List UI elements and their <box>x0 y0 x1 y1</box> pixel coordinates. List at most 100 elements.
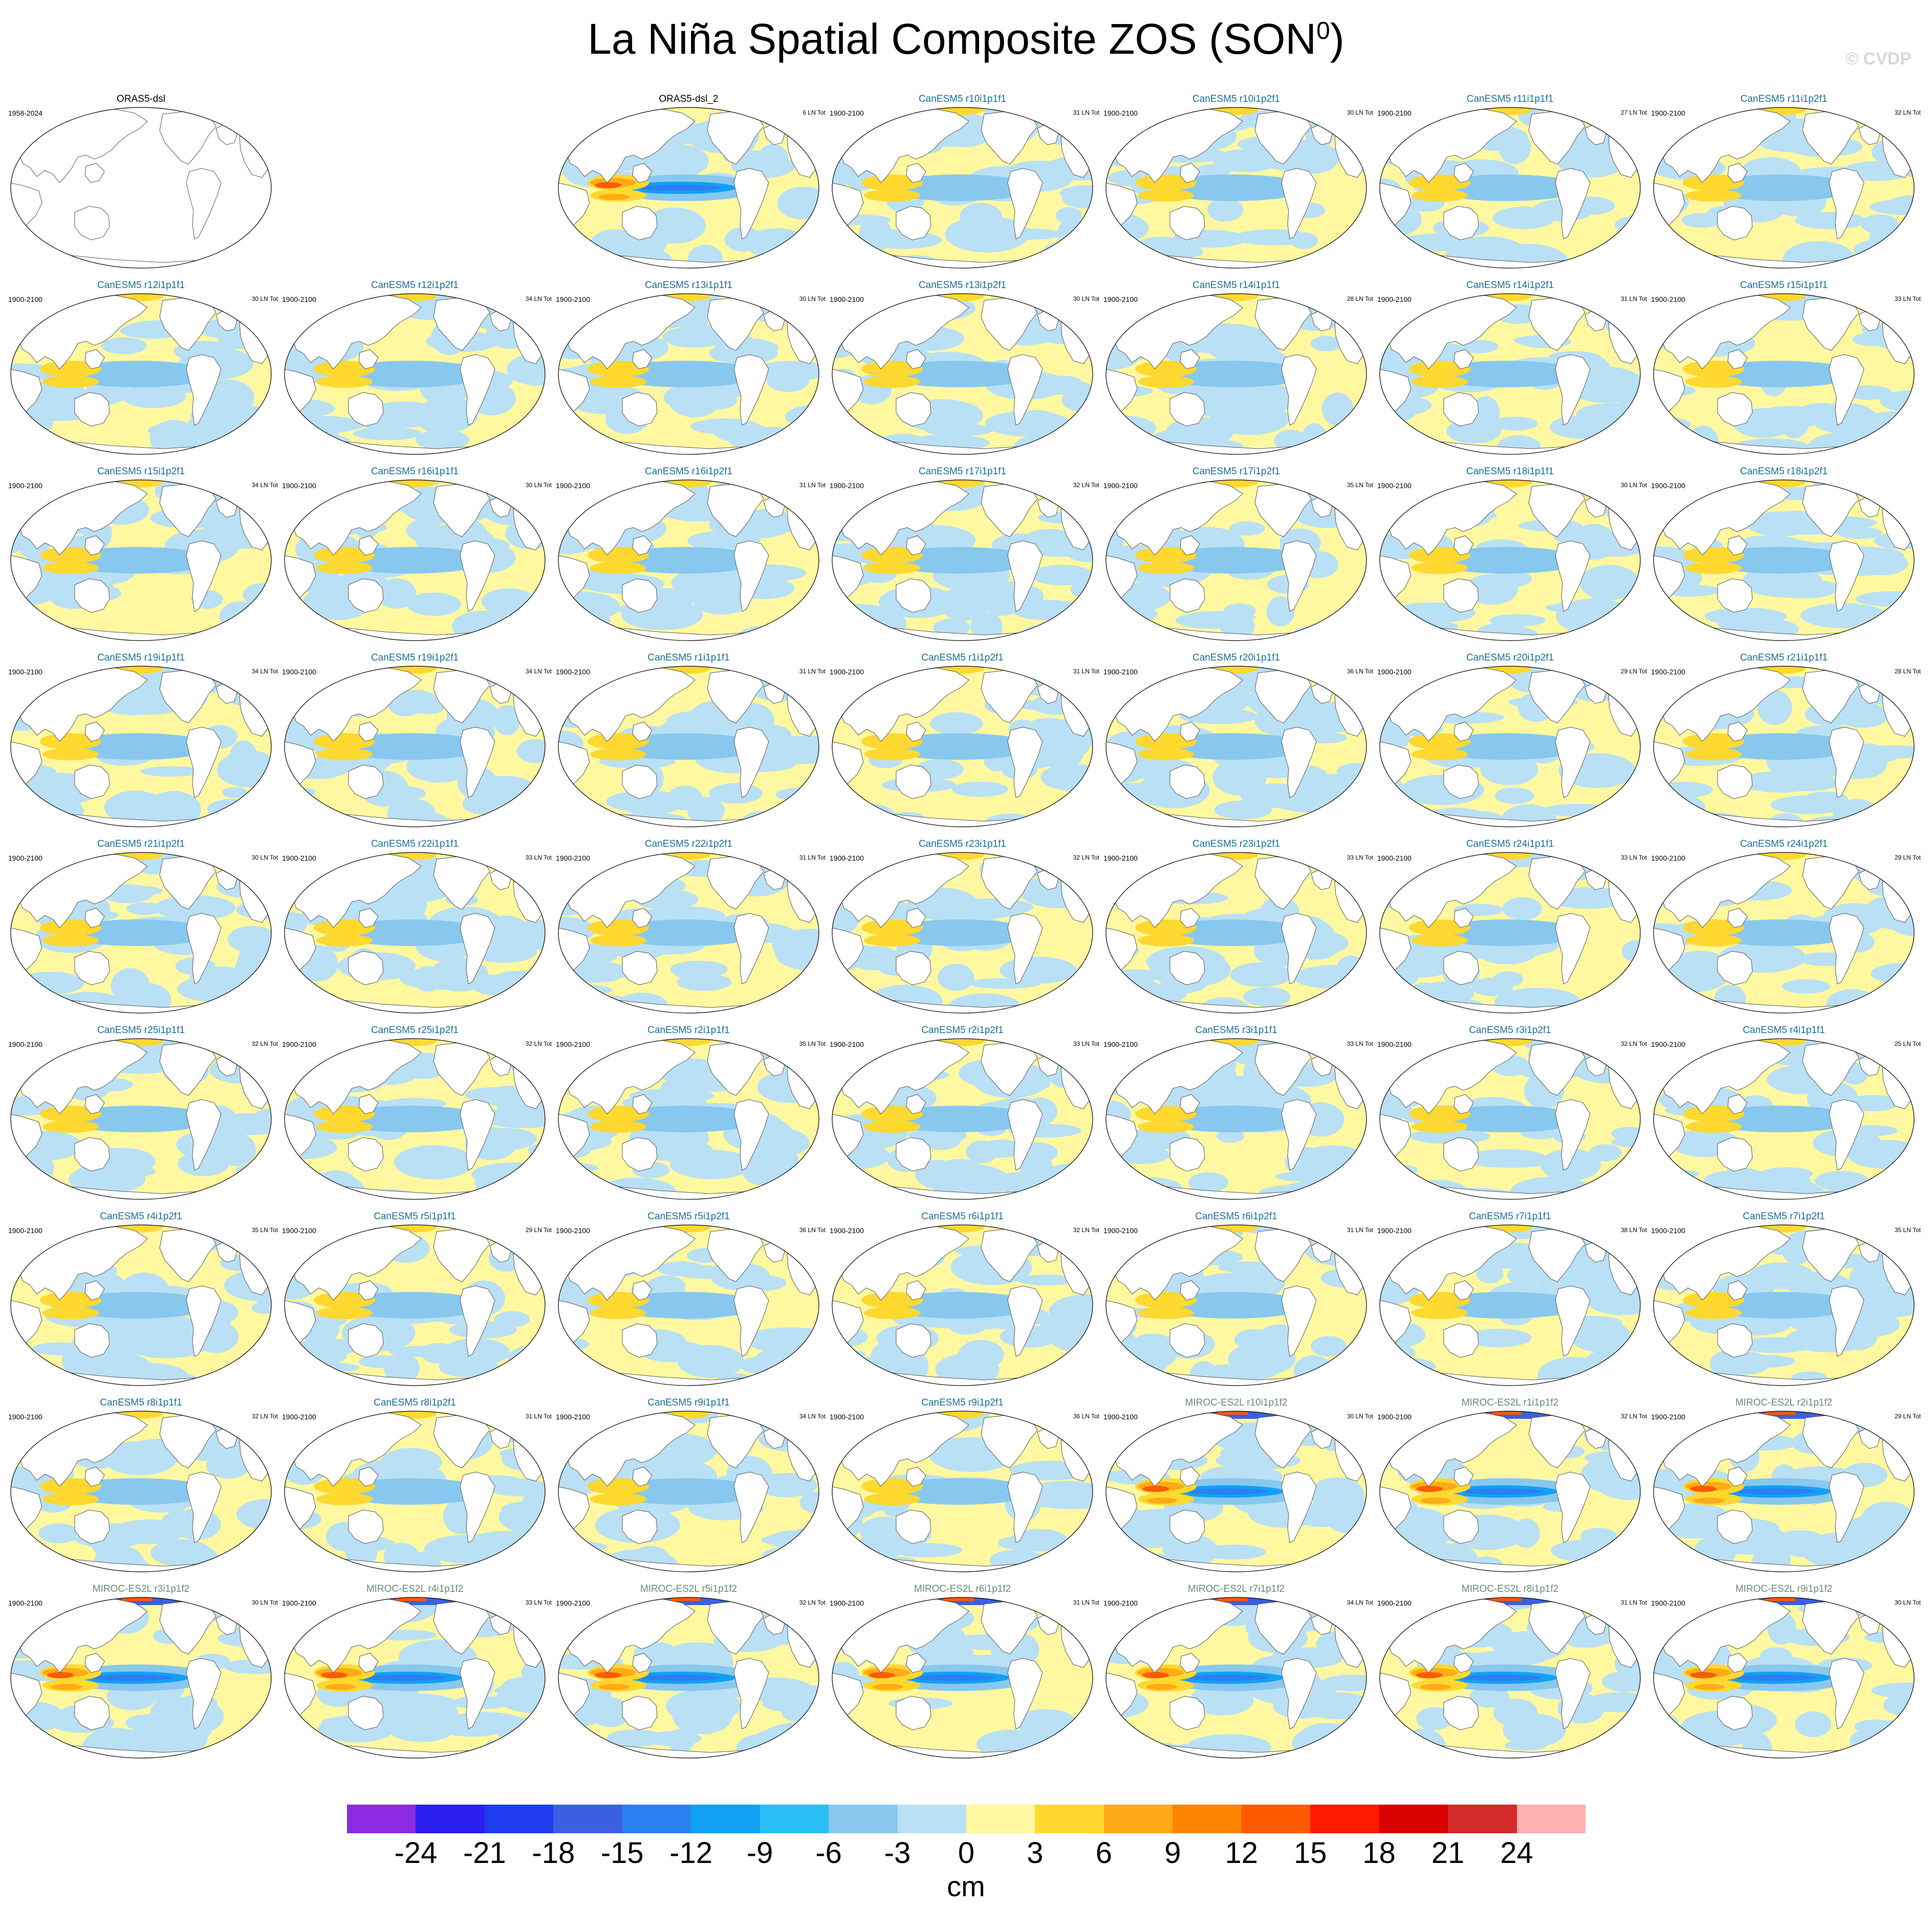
map-outline <box>10 293 272 455</box>
map <box>1653 293 1915 455</box>
panel-title: MIROC-ES2L r5i1p1f2 <box>640 1584 737 1594</box>
panel-title: CanESM5 r21i1p2f1 <box>97 839 185 849</box>
panel-title: MIROC-ES2L r10i1p1f2 <box>1185 1397 1288 1408</box>
anomaly-blotch <box>415 429 469 450</box>
land <box>186 168 222 239</box>
map <box>1379 107 1641 269</box>
anomaly-blotch <box>227 926 271 953</box>
land <box>1281 1099 1317 1171</box>
map <box>558 1224 819 1386</box>
anomaly-blotch <box>1654 820 1713 827</box>
land <box>622 1137 658 1172</box>
anomaly-blotch <box>244 434 271 453</box>
land <box>49 254 255 268</box>
panel-years: 1900-2100 <box>1651 1040 1685 1048</box>
anomaly-blotch <box>833 107 860 140</box>
anomaly-blotch <box>497 1101 545 1114</box>
colorbar-tick-label: -6 <box>815 1836 842 1870</box>
anomaly-blotch <box>1854 1152 1892 1168</box>
panel-years: 1900-2100 <box>282 1040 316 1048</box>
anomaly-blotch <box>1862 1720 1914 1744</box>
panel-years: 1900-2100 <box>1651 1413 1685 1421</box>
panel-title: MIROC-ES2L r7i1p1f2 <box>1187 1584 1285 1594</box>
anomaly-blotch <box>1469 1685 1509 1708</box>
land <box>733 1658 769 1729</box>
panel-years: 1900-2100 <box>282 1413 316 1421</box>
map-panel: CanESM5 r11i1p2f1 1900-2100 32 LN Tot <box>1647 94 1921 278</box>
land <box>906 908 926 928</box>
land <box>348 1323 384 1358</box>
panel-years: 1900-2100 <box>1103 1413 1138 1421</box>
land <box>1829 540 1864 612</box>
panel-count: 6 LN Tot <box>802 109 826 116</box>
land <box>896 1323 931 1358</box>
land <box>622 764 658 799</box>
panel-count: 36 LN Tot <box>1073 1413 1099 1420</box>
panel-count: 27 LN Tot <box>1620 109 1647 116</box>
land <box>1180 349 1200 369</box>
anomaly-blotch <box>132 803 166 822</box>
map <box>1105 479 1367 641</box>
land <box>84 908 105 928</box>
anomaly-blotch <box>1871 480 1914 492</box>
anomaly-blotch <box>1116 480 1155 503</box>
anomaly-blotch <box>1870 294 1903 312</box>
panel-count: 31 LN Tot <box>1347 1226 1373 1234</box>
map <box>10 666 272 827</box>
anomaly-blotch <box>1214 800 1272 820</box>
map-panel: CanESM5 r17i1p2f1 1900-2100 35 LN Tot <box>1099 466 1373 650</box>
map-panel: CanESM5 r5i1p2f1 1900-2100 36 LN Tot <box>552 1211 826 1395</box>
anomaly-blotch <box>1380 1597 1426 1615</box>
anomaly-blotch <box>1687 426 1719 454</box>
panel-title: CanESM5 r7i1p2f1 <box>1743 1211 1825 1222</box>
map <box>1379 666 1641 827</box>
colorbar-tick-label: 3 <box>1027 1836 1044 1870</box>
land <box>1555 913 1591 984</box>
anomaly-blotch <box>1654 795 1705 821</box>
anomaly-blotch <box>1579 565 1640 600</box>
map <box>10 1597 272 1759</box>
anomaly-blotch <box>1000 956 1077 984</box>
anomaly-blotch <box>1757 690 1792 725</box>
map <box>558 666 819 827</box>
panel-count: 32 LN Tot <box>251 1413 278 1420</box>
anomaly-blotch <box>1334 1225 1366 1248</box>
land <box>348 392 384 427</box>
anomaly-blotch <box>1380 1562 1436 1572</box>
anomaly-blotch <box>11 1749 74 1758</box>
map-panel: CanESM5 r4i1p1f1 1900-2100 25 LN Tot <box>1647 1025 1921 1209</box>
land <box>906 1280 926 1301</box>
map <box>10 1411 272 1572</box>
map <box>832 1038 1093 1200</box>
map-panel: CanESM5 r8i1p2f1 1900-2100 31 LN Tot <box>278 1397 552 1582</box>
map-panel: CanESM5 r2i1p1f1 1900-2100 35 LN Tot <box>552 1025 826 1209</box>
anomaly-blotch <box>1498 130 1531 164</box>
figure-title: La Niña Spatial Composite ZOS (SON0) <box>0 14 1932 64</box>
land <box>1829 1285 1864 1357</box>
land <box>1555 1658 1591 1729</box>
anomaly-blotch <box>958 1340 1004 1370</box>
anomaly-blotch <box>481 588 537 615</box>
land <box>632 1466 653 1487</box>
anomaly-blotch <box>558 628 595 641</box>
colorbar-tick-label: 0 <box>958 1836 975 1870</box>
map-panel: MIROC-ES2L r2i1p1f2 1900-2100 29 LN Tot <box>1647 1397 1921 1582</box>
land <box>1555 1285 1591 1357</box>
land <box>632 721 653 742</box>
panel-years: 1900-2100 <box>1651 854 1685 862</box>
land <box>348 1509 384 1544</box>
land <box>358 1466 379 1487</box>
panel-count: 33 LN Tot <box>1073 1040 1099 1047</box>
colorbar-swatch <box>553 1805 622 1833</box>
land <box>896 578 931 613</box>
anomaly-blotch <box>832 1556 873 1568</box>
land <box>1281 1285 1317 1357</box>
anomaly-blotch <box>760 480 819 495</box>
anomaly-blotch <box>1305 1597 1356 1610</box>
anomaly-blotch <box>1243 987 1291 1007</box>
panel-count: 33 LN Tot <box>1347 854 1373 861</box>
map-outline <box>10 1038 272 1200</box>
land <box>1727 721 1748 742</box>
anomaly-blotch <box>285 1039 315 1057</box>
